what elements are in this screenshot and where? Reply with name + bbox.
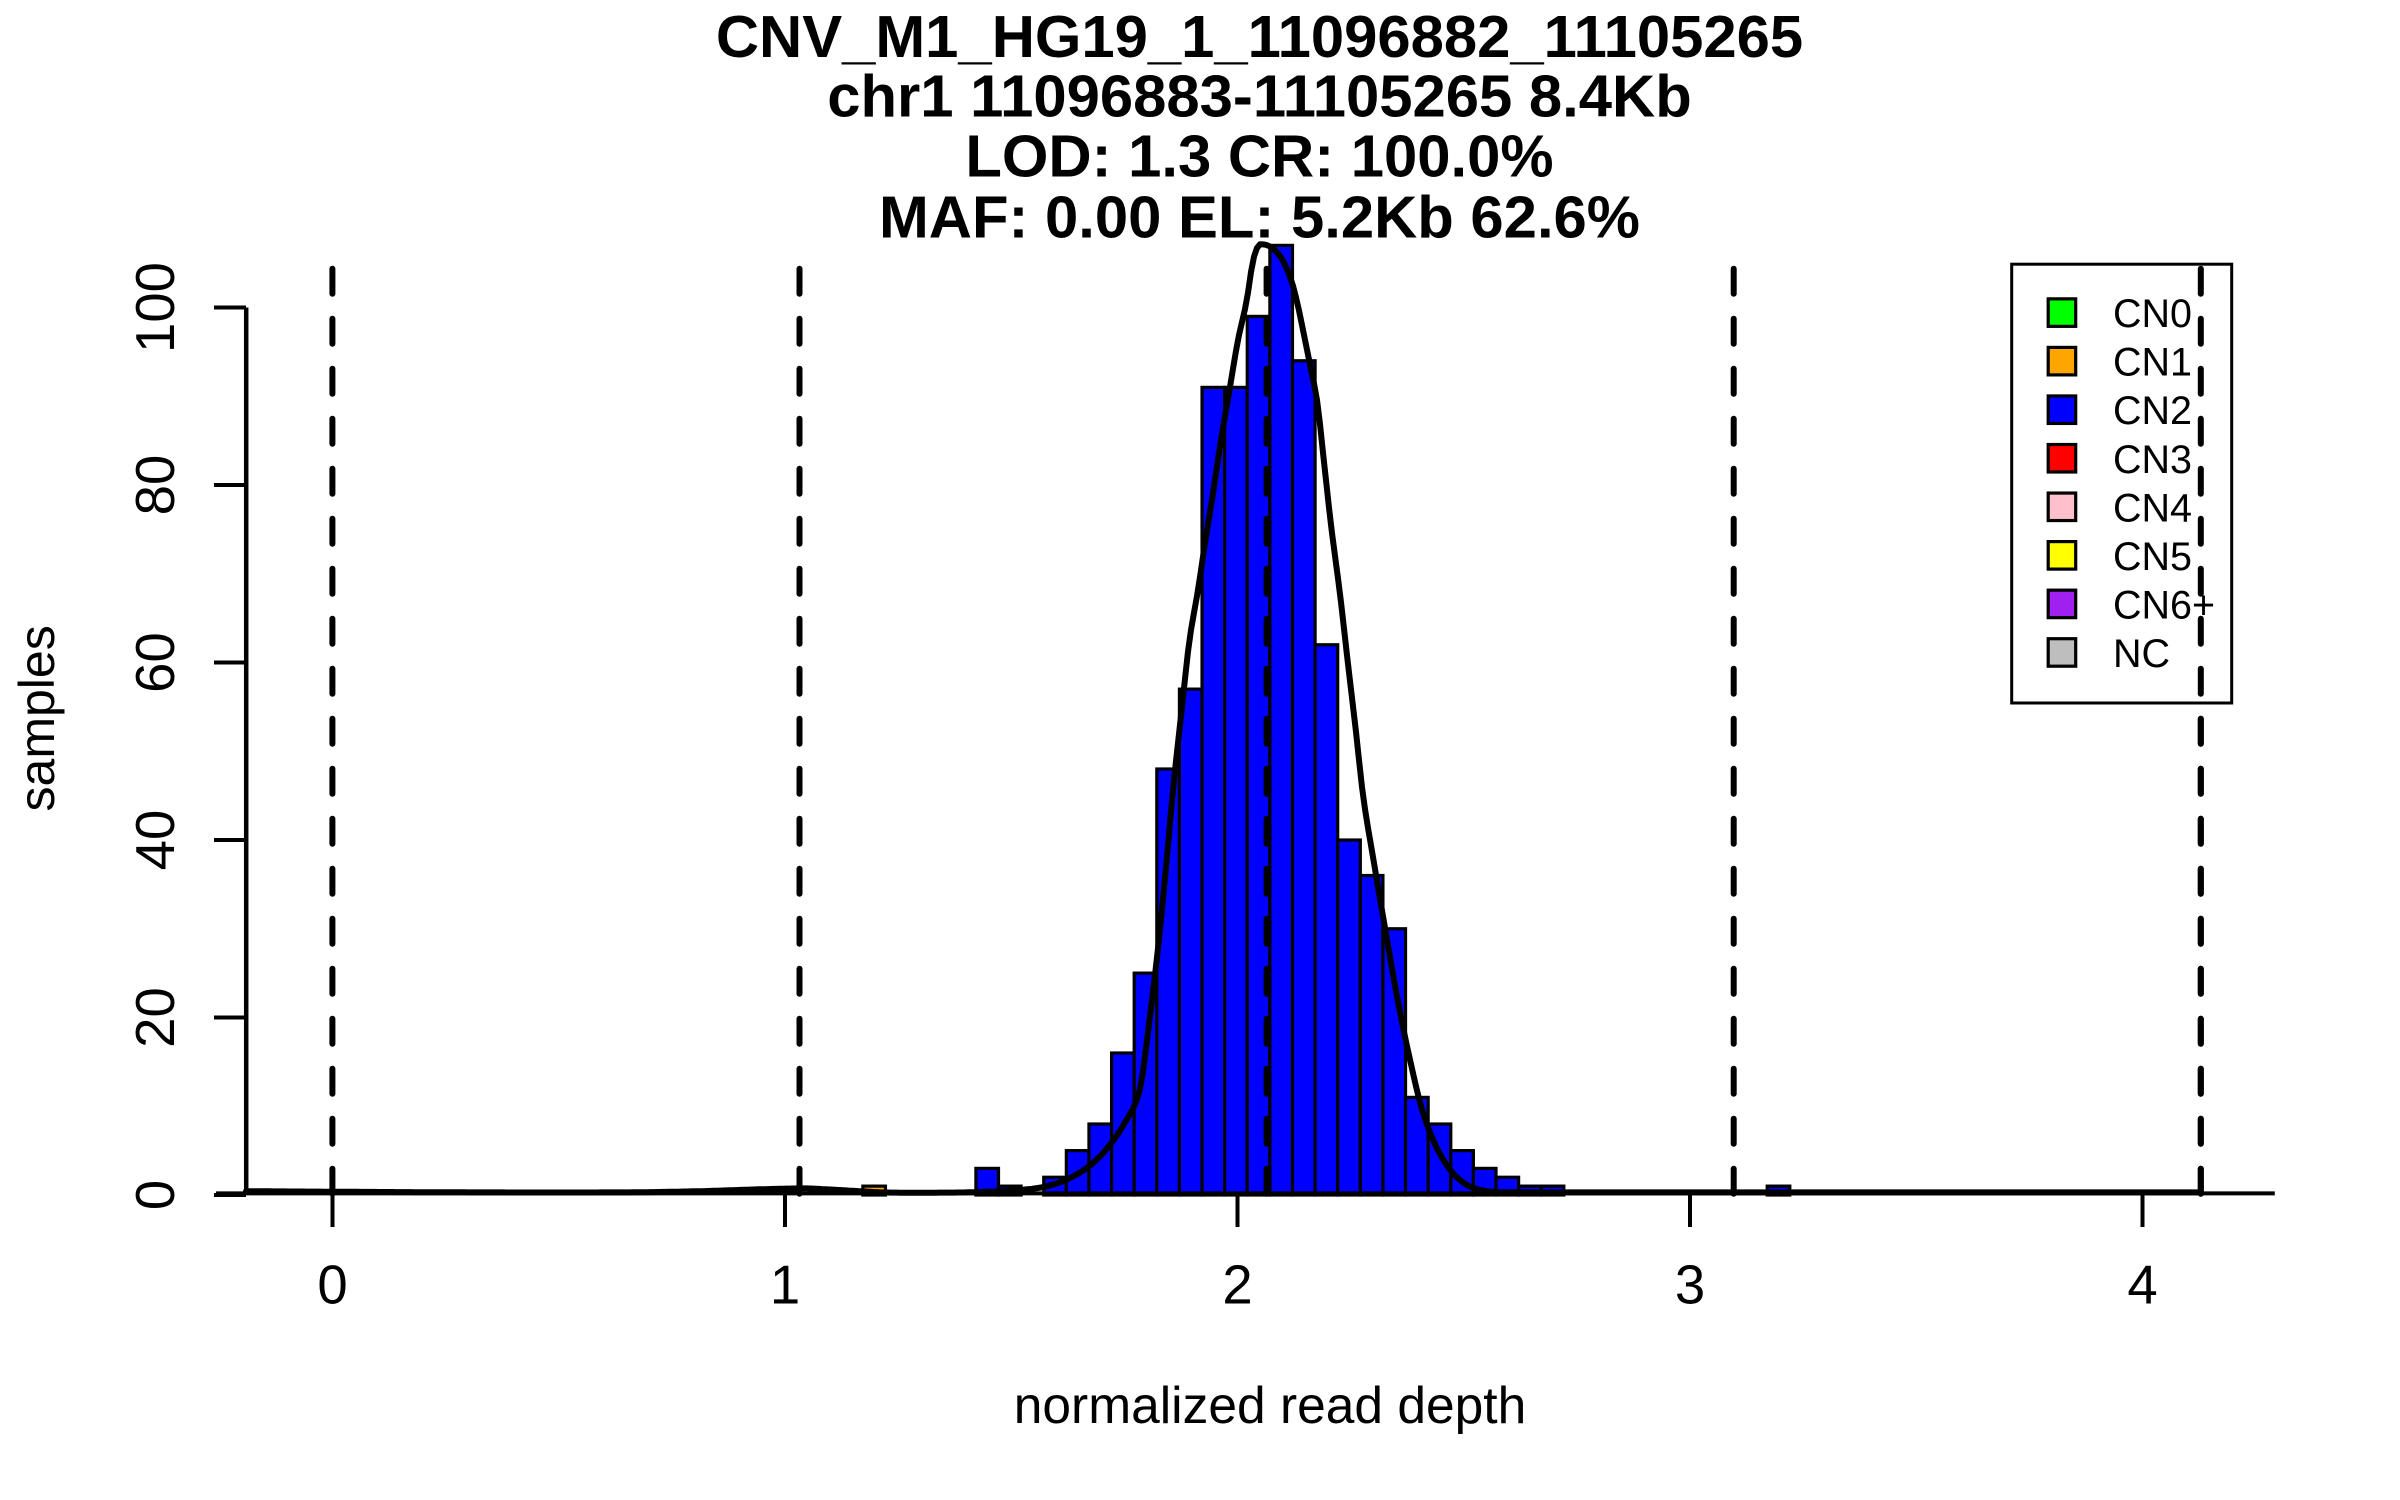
svg-text:MAF: 0.00 EL: 5.2Kb 62.6%: MAF: 0.00 EL: 5.2Kb 62.6%: [879, 184, 1640, 251]
svg-text:CN5: CN5: [2113, 535, 2192, 579]
svg-text:60: 60: [125, 632, 186, 693]
svg-text:40: 40: [125, 810, 186, 871]
svg-text:CN4: CN4: [2113, 486, 2192, 530]
svg-text:1: 1: [770, 1255, 800, 1316]
svg-text:CNV_M1_HG19_1_11096882_1110526: CNV_M1_HG19_1_11096882_11105265: [716, 3, 1803, 70]
svg-text:LOD: 1.3 CR: 100.0%: LOD: 1.3 CR: 100.0%: [965, 123, 1553, 190]
svg-text:0: 0: [125, 1180, 186, 1210]
svg-text:100: 100: [125, 262, 186, 353]
svg-text:4: 4: [2127, 1255, 2157, 1316]
svg-text:CN0: CN0: [2113, 292, 2192, 336]
svg-text:normalized read depth: normalized read depth: [1014, 1376, 1526, 1434]
svg-text:20: 20: [125, 987, 186, 1048]
svg-text:CN2: CN2: [2113, 389, 2192, 433]
svg-text:3: 3: [1675, 1255, 1705, 1316]
svg-text:samples: samples: [9, 625, 65, 811]
svg-text:2: 2: [1222, 1255, 1252, 1316]
svg-text:CN1: CN1: [2113, 341, 2192, 385]
svg-text:chr1 11096883-11105265 8.4Kb: chr1 11096883-11105265 8.4Kb: [827, 63, 1692, 130]
svg-text:80: 80: [125, 455, 186, 516]
svg-text:CN6+: CN6+: [2113, 583, 2215, 627]
svg-text:0: 0: [317, 1255, 347, 1316]
svg-text:CN3: CN3: [2113, 438, 2192, 482]
svg-text:NC: NC: [2113, 632, 2170, 676]
